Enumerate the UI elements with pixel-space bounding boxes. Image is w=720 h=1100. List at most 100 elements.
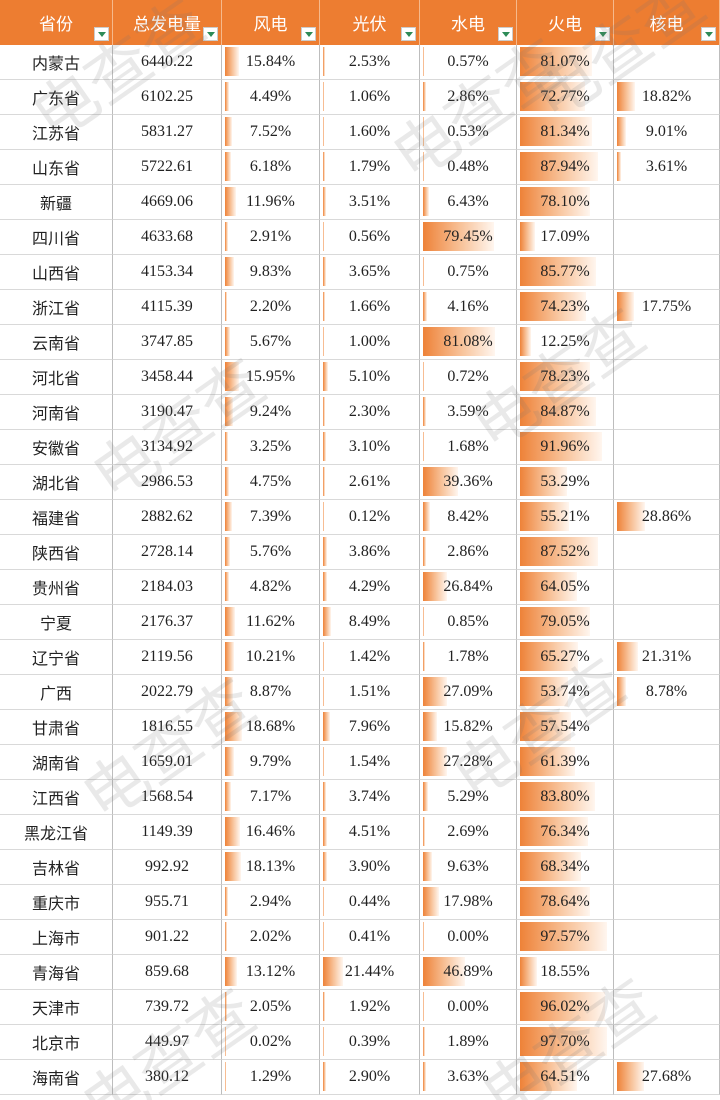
table-cell: 0.48% xyxy=(420,150,517,185)
table-cell: 79.45% xyxy=(420,220,517,255)
cell-text: 水电 xyxy=(451,15,485,34)
filter-button[interactable] xyxy=(401,27,416,41)
table-cell: 1568.54 xyxy=(113,780,222,815)
table-cell: 380.12 xyxy=(113,1060,222,1095)
cell-text: 9.79% xyxy=(249,753,292,770)
filter-button[interactable] xyxy=(301,27,316,41)
table-cell xyxy=(614,710,720,745)
cell-text: 5831.27 xyxy=(141,123,193,140)
cell-text: 3190.47 xyxy=(141,403,193,420)
filter-button[interactable] xyxy=(94,27,109,41)
cell-text: 2986.53 xyxy=(141,473,193,490)
table-cell: 6102.25 xyxy=(113,80,222,115)
data-bar xyxy=(225,537,231,566)
cell-text: 3.51% xyxy=(348,193,391,210)
table-cell: 5.29% xyxy=(420,780,517,815)
table-cell: 3.25% xyxy=(222,430,320,465)
table-cell: 26.84% xyxy=(420,570,517,605)
filter-button[interactable] xyxy=(595,27,610,41)
cell-text: 64.05% xyxy=(540,578,590,595)
cell-text: 380.12 xyxy=(145,1068,189,1085)
table-cell: 3458.44 xyxy=(113,360,222,395)
cell-text: 1149.39 xyxy=(141,823,193,840)
cell-text: 4115.39 xyxy=(141,298,193,315)
cell-text: 安徽省 xyxy=(31,441,80,458)
cell-text: 2.30% xyxy=(348,403,391,420)
cell-text: 0.02% xyxy=(249,1033,292,1050)
cell-text: 甘肃省 xyxy=(31,721,80,738)
cell-text: 55.21% xyxy=(540,508,590,525)
data-bar xyxy=(225,257,234,286)
table-cell: 0.72% xyxy=(420,360,517,395)
filter-button[interactable] xyxy=(498,27,513,41)
table-cell: 15.84% xyxy=(222,45,320,80)
table-cell: 0.39% xyxy=(320,1025,420,1060)
cell-text: 74.23% xyxy=(540,298,590,315)
cell-text: 3.65% xyxy=(348,263,391,280)
cell-text: 2184.03 xyxy=(141,578,193,595)
data-bar xyxy=(617,502,646,531)
table-cell xyxy=(614,850,720,885)
table-cell xyxy=(614,185,720,220)
cell-text: 天津市 xyxy=(31,1001,80,1018)
table-cell: 2.86% xyxy=(420,535,517,570)
table-cell: 2176.37 xyxy=(113,605,222,640)
data-bar xyxy=(225,642,235,671)
table-cell: 91.96% xyxy=(517,430,614,465)
table-cell: 北京市 xyxy=(0,1025,113,1060)
table-cell: 16.46% xyxy=(222,815,320,850)
data-bar xyxy=(323,607,331,636)
filter-button[interactable] xyxy=(701,27,716,41)
data-bar xyxy=(617,82,636,111)
table-cell xyxy=(614,220,720,255)
cell-text: 53.74% xyxy=(540,683,590,700)
table-cell: 17.09% xyxy=(517,220,614,255)
filter-button[interactable] xyxy=(203,27,218,41)
table-cell: 3.63% xyxy=(420,1060,517,1095)
table-cell: 61.39% xyxy=(517,745,614,780)
table-cell xyxy=(614,780,720,815)
cell-text: 61.39% xyxy=(540,753,590,770)
data-bar xyxy=(225,712,242,741)
cell-text: 福建省 xyxy=(31,511,80,528)
cell-text: 0.75% xyxy=(447,263,489,280)
table-cell xyxy=(614,360,720,395)
data-bar xyxy=(423,607,424,636)
table-cell: 97.57% xyxy=(517,920,614,955)
data-bar xyxy=(225,82,230,111)
table-cell: 2.94% xyxy=(222,885,320,920)
cell-text: 2.61% xyxy=(348,473,391,490)
table-cell: 6.43% xyxy=(420,185,517,220)
data-bar xyxy=(323,502,324,531)
data-bar xyxy=(323,327,324,356)
cell-text: 7.17% xyxy=(249,788,292,805)
table-cell: 739.72 xyxy=(113,990,222,1025)
cell-text: 11.96% xyxy=(246,193,295,210)
table-cell: 湖南省 xyxy=(0,745,113,780)
cell-text: 1.78% xyxy=(447,648,489,665)
cell-text: 3.10% xyxy=(348,438,391,455)
table-cell: 449.97 xyxy=(113,1025,222,1060)
cell-text: 贵州省 xyxy=(31,581,80,598)
data-bar xyxy=(423,432,425,461)
data-bar xyxy=(225,47,240,76)
data-bar xyxy=(323,222,324,251)
table-cell: 5.10% xyxy=(320,360,420,395)
data-bar xyxy=(225,922,227,951)
table-cell xyxy=(614,325,720,360)
cell-text: 8.49% xyxy=(348,613,391,630)
cell-text: 1.60% xyxy=(348,123,391,140)
table-cell: 13.12% xyxy=(222,955,320,990)
cell-text: 4153.34 xyxy=(141,263,193,280)
cell-text: 97.70% xyxy=(540,1033,590,1050)
data-bar xyxy=(617,117,626,146)
cell-text: 76.34% xyxy=(540,823,590,840)
header-cell: 风电 xyxy=(222,0,320,45)
table-cell: 0.41% xyxy=(320,920,420,955)
table-cell: 1.78% xyxy=(420,640,517,675)
table-cell: 9.83% xyxy=(222,255,320,290)
table-cell: 0.53% xyxy=(420,115,517,150)
cell-text: 1.54% xyxy=(348,753,391,770)
table-cell: 1.06% xyxy=(320,80,420,115)
data-bar xyxy=(520,992,606,1021)
